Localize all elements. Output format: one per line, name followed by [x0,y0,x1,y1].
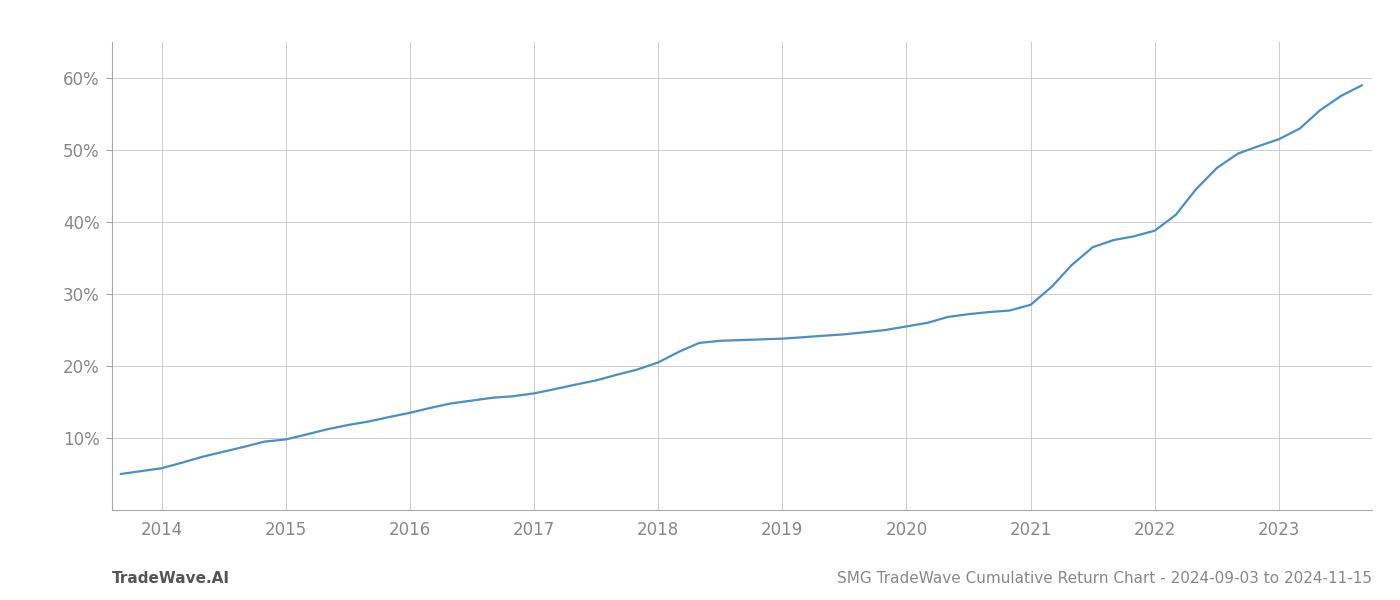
Text: TradeWave.AI: TradeWave.AI [112,571,230,586]
Text: SMG TradeWave Cumulative Return Chart - 2024-09-03 to 2024-11-15: SMG TradeWave Cumulative Return Chart - … [837,571,1372,586]
